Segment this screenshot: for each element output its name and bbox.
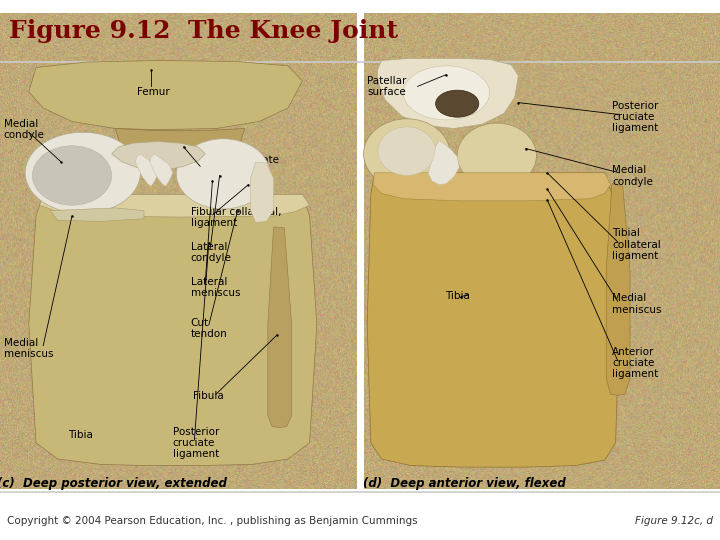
Text: Copyright © 2004 Pearson Education, Inc. , publishing as Benjamin Cummings: Copyright © 2004 Pearson Education, Inc.… xyxy=(7,516,418,526)
Text: Anterior cruciate
ligament: Anterior cruciate ligament xyxy=(191,155,279,177)
Text: Anterior
cruciate
ligament: Anterior cruciate ligament xyxy=(612,347,658,379)
Text: (d)  Deep anterior view, flexed: (d) Deep anterior view, flexed xyxy=(363,477,566,490)
Text: Fibular collateral,
ligament: Fibular collateral, ligament xyxy=(191,207,282,228)
Polygon shape xyxy=(112,141,205,170)
Polygon shape xyxy=(115,129,245,157)
Polygon shape xyxy=(251,162,274,222)
Ellipse shape xyxy=(403,66,490,120)
Ellipse shape xyxy=(457,123,536,188)
Polygon shape xyxy=(268,227,292,428)
Text: Figure 9.12  The Knee Joint: Figure 9.12 The Knee Joint xyxy=(9,19,397,43)
Ellipse shape xyxy=(176,139,270,209)
Text: Fibula: Fibula xyxy=(193,392,224,401)
Polygon shape xyxy=(367,173,619,467)
Text: Medial
meniscus: Medial meniscus xyxy=(4,338,53,359)
Ellipse shape xyxy=(436,90,479,117)
Text: Tibia: Tibia xyxy=(68,430,94,440)
Text: Patellar
surface: Patellar surface xyxy=(367,76,407,97)
Text: Medial
meniscus: Medial meniscus xyxy=(612,293,662,315)
Polygon shape xyxy=(150,154,173,186)
Polygon shape xyxy=(373,173,611,201)
Polygon shape xyxy=(135,154,158,186)
Text: Figure 9.12c, d: Figure 9.12c, d xyxy=(635,516,713,526)
Polygon shape xyxy=(377,58,518,129)
Text: Cut
tendon: Cut tendon xyxy=(191,318,228,339)
Text: Posterior
cruciate
ligament: Posterior cruciate ligament xyxy=(612,101,658,133)
Polygon shape xyxy=(50,208,144,221)
Polygon shape xyxy=(40,194,310,217)
Text: Tibial
collateral
ligament: Tibial collateral ligament xyxy=(612,228,661,261)
Text: Lateral
condyle: Lateral condyle xyxy=(191,241,232,263)
Text: Posterior
cruciate
ligament: Posterior cruciate ligament xyxy=(173,427,219,459)
Text: Medial
condyle: Medial condyle xyxy=(612,165,653,187)
Polygon shape xyxy=(428,140,459,185)
Ellipse shape xyxy=(378,127,436,176)
Text: Tibia: Tibia xyxy=(445,291,470,301)
Polygon shape xyxy=(29,60,302,130)
Ellipse shape xyxy=(364,119,450,189)
Text: Lateral
meniscus: Lateral meniscus xyxy=(191,276,240,298)
Text: Medial
condyle: Medial condyle xyxy=(4,119,45,140)
Polygon shape xyxy=(29,194,317,465)
Ellipse shape xyxy=(32,146,112,205)
Text: (c)  Deep posterior view, extended: (c) Deep posterior view, extended xyxy=(0,477,227,490)
Ellipse shape xyxy=(25,132,140,213)
Text: Femur: Femur xyxy=(137,87,169,97)
Polygon shape xyxy=(606,184,630,395)
